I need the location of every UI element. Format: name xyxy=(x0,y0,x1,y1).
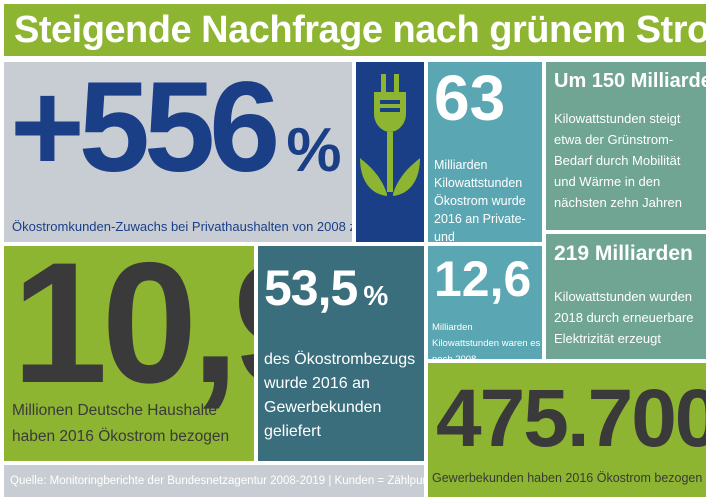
stat-63-text: Milliarden Kilowattstunden Ökostrom wurd… xyxy=(434,158,526,242)
stat-126-text: Milliarden Kilowattstunden waren es noch… xyxy=(432,322,541,359)
stat-63-value: 63 xyxy=(434,62,506,134)
stat-535-text: des Ökostrombezugs wurde 2016 an Gewerbe… xyxy=(264,351,416,440)
stat-gewerbe: 475.700 Gewerbekunden haben 2016 Ökostro… xyxy=(428,363,706,497)
stat-unit: % xyxy=(286,116,342,185)
stat-535: 53,5% des Ökostrombezugs wurde 2016 an G… xyxy=(258,246,424,461)
stat-219: 219 Milliarden Kilowattstunden wurden 20… xyxy=(546,234,706,359)
stat-219-head: 219 Milliarden xyxy=(554,242,693,265)
stat-63: 63 Milliarden Kilowattstunden Ökostrom w… xyxy=(428,62,542,242)
plug-plant-icon xyxy=(360,74,420,196)
stat-126-value: 12,6 xyxy=(434,251,532,307)
stat-gewerbe-text: Gewerbekunden haben 2016 Ökostrom bezoge… xyxy=(432,471,703,485)
stat-value: 53,5 xyxy=(264,260,358,316)
stat-gewerbe-value: 475.700 xyxy=(436,373,706,464)
stat-haushalte-value: 10,9 xyxy=(12,246,254,419)
stat-150-head: Um 150 Milliarden xyxy=(554,70,706,92)
stat-150: Um 150 Milliarden Kilowattstunden steigt… xyxy=(546,62,706,230)
page-title: Steigende Nachfrage nach grünem Strom xyxy=(4,4,706,56)
stat-unit: % xyxy=(363,280,388,311)
plug-plant-panel xyxy=(356,62,424,242)
stat-150-text: Kilowattstunden steigt etwa der Grünstro… xyxy=(554,111,682,210)
stat-haushalte: 10,9 Millionen Deutsche Haushalte haben … xyxy=(4,246,254,461)
stat-219-text: Kilowattstunden wurden 2018 durch erneue… xyxy=(554,289,694,346)
stat-535-value: 53,5% xyxy=(264,260,388,324)
source-note: Quelle: Monitoringberichte der Bundesnet… xyxy=(4,465,424,497)
stat-haushalte-text: Millionen Deutsche Haushalte haben 2016 … xyxy=(12,402,230,445)
stat-kundenzuwachs: +556% Ökostromkunden-Zuwachs bei Privath… xyxy=(4,62,352,242)
stat-kundenzuwachs-caption: Ökostromkunden-Zuwachs bei Privathaushal… xyxy=(12,219,352,234)
stat-126: 12,6 Milliarden Kilowattstunden waren es… xyxy=(428,246,542,359)
stat-kundenzuwachs-value: +556% xyxy=(10,62,341,201)
stat-value: +556 xyxy=(10,62,280,199)
